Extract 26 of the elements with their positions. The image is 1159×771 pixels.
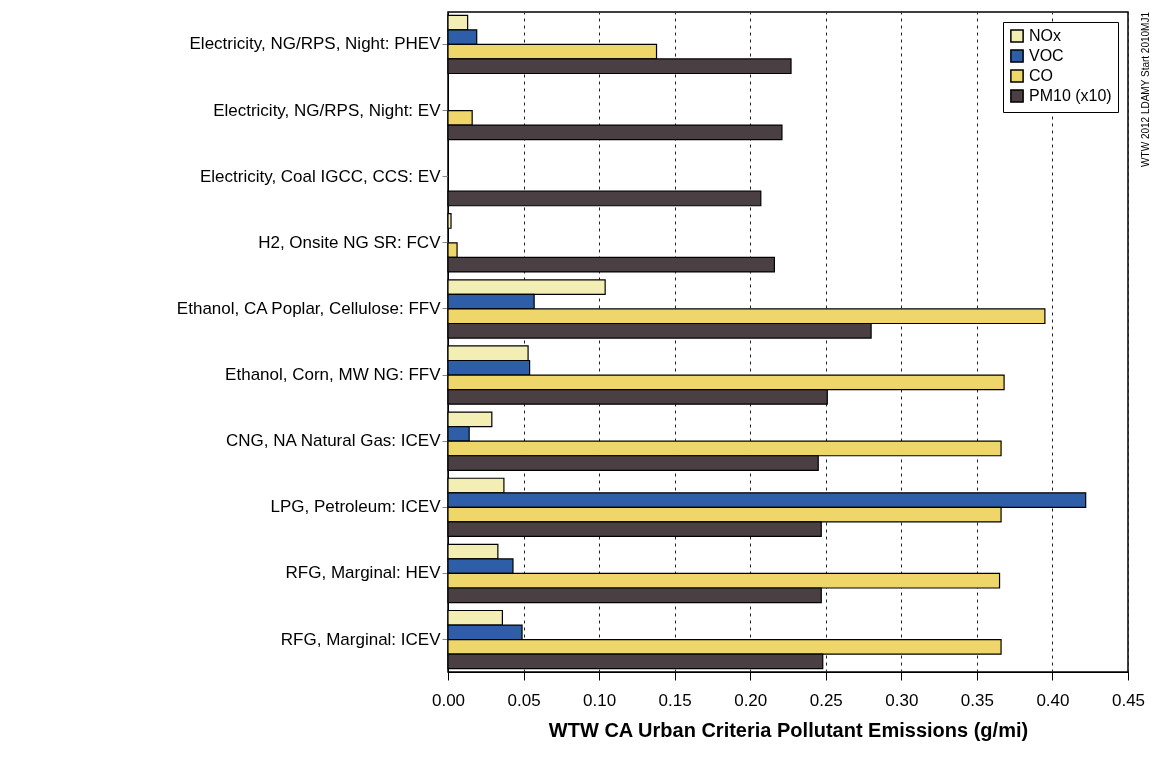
y-tick-label: LPG, Petroleum: ICEV: [270, 497, 442, 517]
legend-label: NOx: [1029, 27, 1061, 44]
legend-label: PM10 (x10): [1029, 87, 1112, 104]
x-tick-label: 0.40: [1036, 690, 1070, 710]
y-tick-label: RFG, Marginal: ICEV: [280, 629, 442, 649]
y-tick-label: Ethanol, Corn, MW NG: FFV: [225, 365, 442, 385]
y-tick-label: RFG, Marginal: HEV: [285, 563, 442, 583]
y-tick-label: Electricity, NG/RPS, Night: PHEV: [189, 34, 442, 54]
y-tick-label: Electricity, Coal IGCC, CCS: EV: [199, 166, 442, 186]
x-tick-label: 0.00: [431, 690, 466, 710]
x-tick-label: 0.45: [1111, 690, 1146, 710]
x-tick-label: 0.30: [885, 690, 919, 710]
x-tick-label: 0.10: [583, 690, 617, 710]
x-tick-label: 0.20: [734, 690, 768, 710]
y-tick-label: CNG, NA Natural Gas: ICEV: [226, 431, 442, 451]
x-tick-label: 0.05: [507, 690, 541, 710]
x-tick-label: 0.25: [809, 690, 843, 710]
x-tick-label: 0.15: [658, 690, 692, 710]
y-tick-label: Ethanol, CA Poplar, Cellulose: FFV: [176, 298, 442, 318]
x-axis-title: WTW CA Urban Criteria Pollutant Emissions (g/mi): [548, 718, 1029, 741]
legend-label: CO: [1029, 67, 1053, 84]
y-tick-label: Electricity, NG/RPS, Night: EV: [213, 100, 442, 120]
legend-label: VOC: [1029, 47, 1064, 64]
x-tick-label: 0.35: [960, 690, 994, 710]
text: WTW 2012 LDAMY Start 2010MJ1: [1140, 12, 1151, 167]
y-tick-label: H2, Onsite NG SR: FCV: [258, 232, 442, 252]
